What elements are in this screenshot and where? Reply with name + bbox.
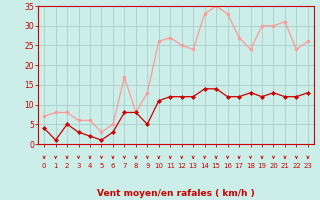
X-axis label: Vent moyen/en rafales ( km/h ): Vent moyen/en rafales ( km/h ): [97, 189, 255, 198]
